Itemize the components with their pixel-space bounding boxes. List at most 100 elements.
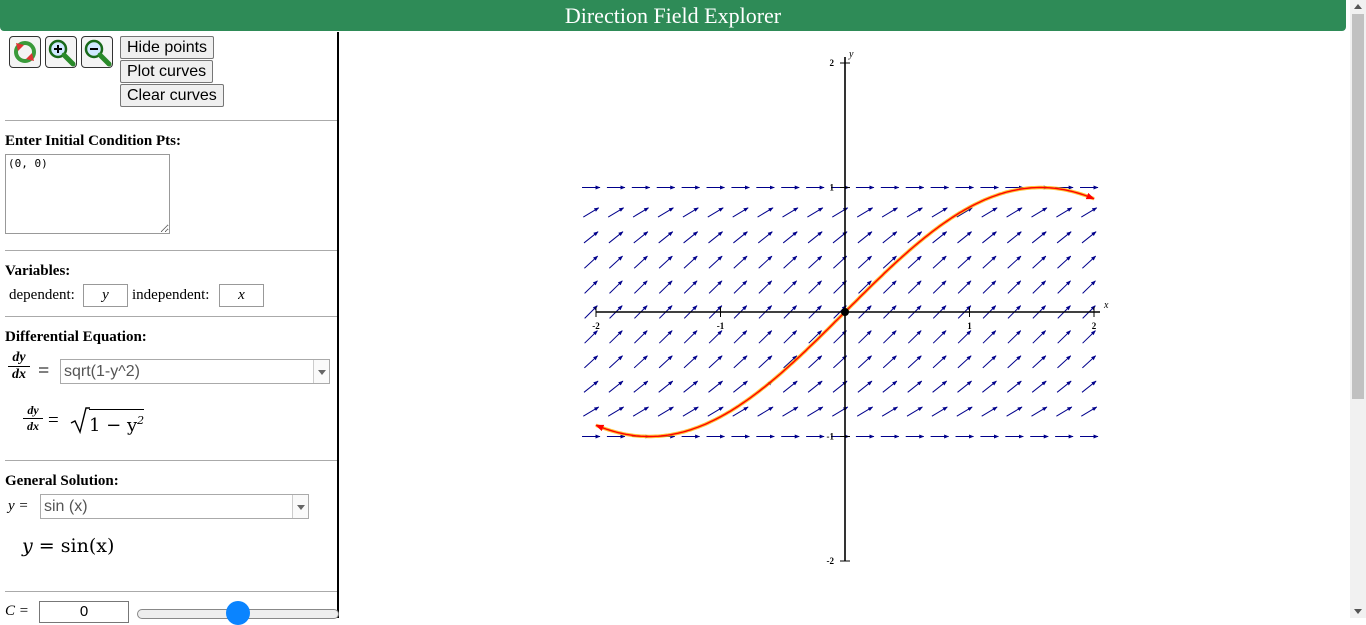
rendered-solution-rhs: sin(x) — [60, 535, 115, 557]
field-arrow — [882, 380, 898, 393]
solution-combobox[interactable]: sin (x) — [40, 494, 309, 519]
independent-variable-input[interactable]: x — [219, 284, 264, 307]
differential-equation-label: Differential Equation: — [5, 329, 147, 345]
field-arrow — [982, 280, 997, 294]
field-arrow — [634, 280, 648, 294]
divider — [5, 591, 337, 592]
field-arrow — [882, 231, 898, 244]
field-arrow — [1056, 231, 1072, 244]
field-arrow — [932, 330, 947, 344]
field-arrow — [957, 231, 972, 244]
field-arrow — [708, 280, 723, 294]
field-arrow — [807, 231, 823, 244]
initial-conditions-input[interactable]: (0, 0) — [5, 154, 170, 234]
divider — [5, 460, 337, 461]
chevron-down-icon[interactable] — [313, 360, 329, 383]
field-arrow — [633, 255, 648, 269]
field-arrow — [1082, 255, 1097, 269]
hide-points-button[interactable]: Hide points — [120, 36, 215, 59]
field-arrow — [707, 207, 724, 218]
field-arrow — [1031, 406, 1048, 417]
field-arrow — [957, 380, 972, 393]
scroll-up-icon[interactable] — [1354, 4, 1362, 9]
rendered-dx: dx — [27, 419, 39, 433]
field-arrow — [857, 355, 872, 369]
field-arrow — [584, 305, 598, 319]
field-arrow — [782, 231, 798, 244]
field-arrow — [807, 406, 824, 417]
field-arrow — [708, 380, 723, 393]
field-arrow — [1057, 330, 1071, 344]
control-panel — [0, 32, 339, 618]
field-arrow — [682, 207, 699, 218]
field-arrow — [608, 380, 624, 393]
field-arrow — [932, 355, 947, 369]
scroll-down-icon[interactable] — [1354, 609, 1362, 614]
field-arrow — [1081, 406, 1098, 417]
zoom-in-button[interactable] — [45, 36, 77, 68]
field-arrow — [982, 355, 997, 369]
app-title: Direction Field Explorer — [564, 3, 782, 28]
field-arrow — [856, 406, 874, 417]
field-arrow — [957, 255, 972, 269]
field-arrow — [957, 355, 972, 369]
field-arrow — [733, 330, 748, 344]
general-solution-label: General Solution: — [5, 473, 119, 489]
dependent-variable-input[interactable]: y — [83, 284, 128, 307]
y-tick-label: 1 — [830, 183, 835, 193]
rendered-solution-eq: = — [38, 535, 55, 557]
field-arrow — [783, 255, 798, 269]
field-arrow — [881, 406, 898, 417]
field-arrow — [1081, 380, 1097, 393]
field-arrow — [857, 380, 873, 393]
field-arrow — [1032, 355, 1047, 369]
zoom-out-button[interactable] — [81, 36, 113, 68]
chevron-down-icon[interactable] — [292, 495, 308, 518]
y-axis-label: y — [848, 49, 854, 60]
scrollbar-thumb[interactable] — [1352, 14, 1364, 399]
field-arrow — [1006, 406, 1023, 417]
field-arrow — [881, 207, 898, 218]
field-arrow — [882, 355, 897, 369]
field-arrow — [907, 330, 922, 344]
field-arrow — [708, 355, 723, 369]
x-tick-label: -1 — [717, 321, 725, 331]
field-arrow — [1006, 231, 1022, 244]
field-arrow — [733, 280, 748, 294]
field-arrow — [907, 355, 922, 369]
variables-label: Variables: — [5, 263, 71, 279]
constant-slider-handle[interactable] — [226, 601, 250, 625]
field-arrow — [808, 355, 823, 369]
independent-label: independent: — [132, 287, 210, 303]
clear-curves-button[interactable]: Clear curves — [120, 84, 224, 107]
field-arrow — [658, 355, 673, 369]
radical-sign-icon — [70, 407, 90, 434]
app-title-bar: Direction Field Explorer — [0, 0, 1346, 31]
field-arrow — [683, 255, 698, 269]
dy-dx-fraction: dy dx — [8, 350, 30, 383]
field-arrow — [982, 231, 997, 244]
equation-combobox[interactable]: sqrt(1-y^2) — [60, 359, 330, 384]
field-arrow — [683, 355, 698, 369]
field-arrow — [633, 355, 648, 369]
field-arrow — [932, 380, 948, 393]
solution-prefix: y = — [8, 498, 29, 514]
field-arrow — [683, 280, 698, 294]
field-arrow — [782, 380, 798, 393]
constant-input[interactable]: 0 — [39, 601, 129, 623]
field-arrow — [957, 330, 972, 344]
field-arrow — [906, 406, 923, 417]
initial-conditions-label: Enter Initial Condition Pts: — [5, 133, 181, 149]
field-arrow — [1031, 380, 1047, 393]
field-arrow — [782, 207, 799, 218]
field-arrow — [1007, 355, 1022, 369]
field-arrow — [583, 406, 600, 417]
field-arrow — [633, 231, 649, 244]
field-arrow — [758, 355, 773, 369]
reset-view-button[interactable] — [9, 36, 41, 68]
plot-curves-button[interactable]: Plot curves — [120, 60, 214, 83]
field-arrow — [708, 231, 723, 244]
field-arrow — [982, 380, 997, 393]
